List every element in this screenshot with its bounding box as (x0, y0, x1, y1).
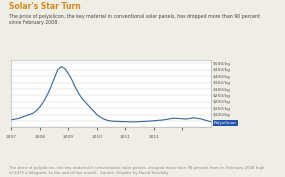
Text: Solar's Star Turn: Solar's Star Turn (9, 2, 80, 11)
Text: The price of polysilicon, the key material in conventional solar panels, has dro: The price of polysilicon, the key materi… (9, 14, 260, 25)
Text: Polysilicon: Polysilicon (214, 121, 237, 125)
Text: The price of polysilicon, the key material in conventional solar panels, dropped: The price of polysilicon, the key materi… (9, 166, 264, 175)
